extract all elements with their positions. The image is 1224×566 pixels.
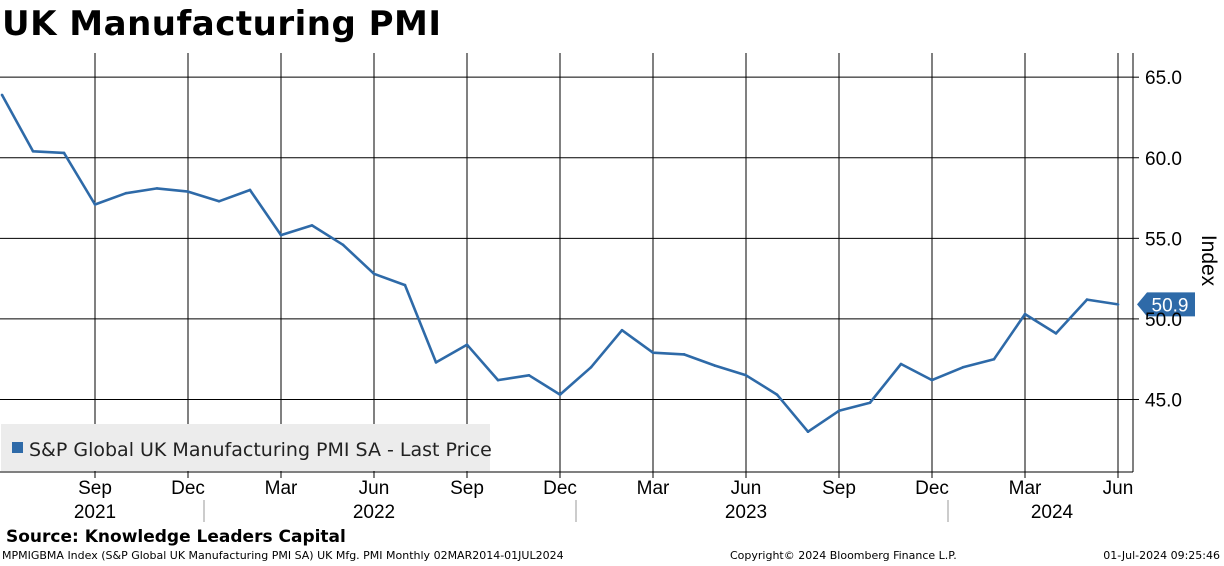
legend-swatch xyxy=(12,442,23,453)
y-tick-label: 60.0 xyxy=(1145,149,1182,170)
x-tick-label: Jun xyxy=(731,478,762,499)
x-tick-label: Mar xyxy=(265,478,298,499)
x-year-label: 2024 xyxy=(1031,502,1074,523)
x-year-label: 2023 xyxy=(725,502,767,523)
data-point xyxy=(341,243,345,247)
data-point xyxy=(992,357,996,361)
data-point xyxy=(651,351,655,355)
x-tick-label: Sep xyxy=(822,478,856,499)
data-point xyxy=(527,374,531,377)
last-value-label: 50.9 xyxy=(1152,295,1189,316)
data-point xyxy=(465,343,469,346)
data-point xyxy=(1054,332,1058,335)
x-tick-label: Dec xyxy=(171,478,205,499)
x-year-label: 2021 xyxy=(74,502,116,523)
data-point xyxy=(744,374,748,377)
x-tick-label: Sep xyxy=(78,478,112,499)
x-tick-label: Mar xyxy=(637,478,670,499)
data-point xyxy=(310,224,314,227)
x-tick-label: Jun xyxy=(1103,478,1134,499)
data-point xyxy=(899,362,903,366)
data-point xyxy=(155,187,159,190)
axes: 45.0 50.0 55.0 60.0 65.0 Sep Dec Mar Jun Sep Dec Ma… xyxy=(0,53,1220,523)
data-point xyxy=(961,365,965,369)
data-point xyxy=(620,328,624,332)
series-layer: 50.9 xyxy=(0,93,1195,434)
source-text: Source: Knowledge Leaders Capital xyxy=(6,527,346,547)
legend-label: S&P Global UK Manufacturing PMI SA - Las… xyxy=(29,439,492,461)
data-point xyxy=(868,401,872,405)
data-point xyxy=(434,361,438,364)
data-point xyxy=(248,188,252,192)
data-point xyxy=(930,378,934,382)
data-point xyxy=(217,199,221,203)
x-tick-label: Jun xyxy=(359,478,390,499)
data-point xyxy=(589,365,593,369)
footer-series-info: MPMIGBMA Index (S&P Global UK Manufactur… xyxy=(2,549,564,562)
footer-timestamp: 01-Jul-2024 09:25:46 xyxy=(1103,549,1220,562)
footer-copyright: Copyright© 2024 Bloomberg Finance L.P. xyxy=(730,549,957,562)
y-tick-label: 65.0 xyxy=(1145,68,1182,89)
y-tick-label: 55.0 xyxy=(1145,229,1182,250)
data-point xyxy=(279,233,283,237)
chart-title: UK Manufacturing PMI xyxy=(2,4,442,44)
data-point xyxy=(1023,312,1027,316)
data-point xyxy=(124,191,128,195)
data-point xyxy=(1085,298,1089,301)
grid-lines xyxy=(0,53,1133,472)
x-tick-label: Dec xyxy=(915,478,949,499)
data-point xyxy=(682,353,686,356)
x-tick-label: Mar xyxy=(1009,478,1042,499)
data-point xyxy=(403,283,407,287)
data-point xyxy=(93,203,97,206)
legend-box xyxy=(1,424,490,471)
data-point xyxy=(0,93,4,97)
x-tick-label: Sep xyxy=(450,478,484,499)
last-value-tag xyxy=(1137,292,1195,317)
x-tick-label: Dec xyxy=(543,478,577,499)
y-axis-label: Index xyxy=(1197,235,1220,287)
data-point xyxy=(186,190,190,193)
data-point xyxy=(31,150,35,153)
data-point xyxy=(806,430,810,434)
data-point xyxy=(713,364,717,367)
data-point xyxy=(837,409,841,413)
legend: S&P Global UK Manufacturing PMI SA - Las… xyxy=(1,424,492,471)
data-point xyxy=(62,151,66,155)
data-point xyxy=(1116,303,1120,306)
data-point xyxy=(775,393,779,396)
y-tick-label: 45.0 xyxy=(1145,390,1182,411)
data-point xyxy=(496,378,500,382)
data-point xyxy=(558,393,562,396)
data-point xyxy=(372,272,376,276)
x-year-label: 2022 xyxy=(353,502,395,523)
y-tick-label: 50.0 xyxy=(1145,310,1182,331)
